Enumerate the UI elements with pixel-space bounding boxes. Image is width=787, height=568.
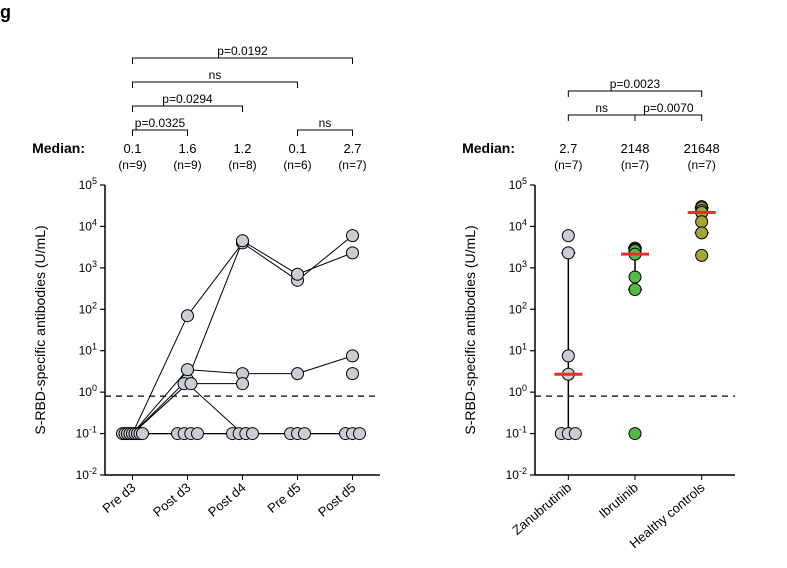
svg-text:100: 100: [509, 383, 527, 399]
svg-text:(n=7): (n=7): [687, 158, 715, 172]
svg-text:(n=7): (n=7): [554, 158, 582, 172]
svg-text:2.7: 2.7: [343, 141, 361, 156]
left-panel: 10-2 10-1 100 101 102 103 104 105 S-RBD-specific…: [32, 44, 380, 520]
svg-text:p=0.0192: p=0.0192: [217, 44, 268, 58]
svg-text:(n=9): (n=9): [118, 158, 146, 172]
svg-text:p=0.0325: p=0.0325: [135, 116, 186, 130]
svg-text:Pre d5: Pre d5: [264, 480, 303, 516]
svg-text:(n=7): (n=7): [338, 158, 366, 172]
svg-text:p=0.0070: p=0.0070: [643, 101, 694, 115]
panel-tag: g: [0, 2, 11, 23]
svg-text:10-2: 10-2: [506, 466, 527, 482]
right-panel: 10-2 10-1 100 101 102 103 104 105 S-RBD-specific…: [462, 77, 735, 551]
svg-text:101: 101: [79, 342, 97, 358]
svg-text:103: 103: [79, 259, 97, 275]
svg-text:101: 101: [509, 342, 527, 358]
charts-svg: 10-2 10-1 100 101 102 103 104 105 S-RBD-specific…: [0, 0, 787, 568]
svg-text:(n=7): (n=7): [621, 158, 649, 172]
svg-text:Median:: Median:: [462, 140, 515, 156]
svg-text:105: 105: [509, 176, 527, 192]
svg-text:0.1: 0.1: [288, 141, 306, 156]
svg-text:10-1: 10-1: [76, 425, 97, 441]
svg-text:Median:: Median:: [32, 140, 85, 156]
svg-text:ns: ns: [595, 101, 608, 115]
svg-text:100: 100: [79, 383, 97, 399]
svg-text:1.2: 1.2: [233, 141, 251, 156]
svg-text:105: 105: [79, 176, 97, 192]
svg-text:(n=9): (n=9): [173, 158, 201, 172]
svg-text:Pre d3: Pre d3: [99, 480, 138, 516]
svg-text:104: 104: [79, 217, 97, 233]
svg-text:2148: 2148: [621, 141, 650, 156]
svg-text:Post d3: Post d3: [150, 480, 193, 520]
svg-text:Zanubrutinib: Zanubrutinib: [509, 480, 574, 538]
svg-text:ns: ns: [319, 116, 332, 130]
svg-text:p=0.0294: p=0.0294: [162, 92, 213, 106]
svg-text:Post d5: Post d5: [315, 480, 358, 520]
svg-text:(n=6): (n=6): [283, 158, 311, 172]
svg-text:p=0.0023: p=0.0023: [610, 77, 661, 91]
svg-text:Ibrutinib: Ibrutinib: [596, 480, 641, 521]
svg-text:(n=8): (n=8): [228, 158, 256, 172]
svg-text:S-RBD-specific antibodies (U/m: S-RBD-specific antibodies (U/mL): [32, 225, 48, 434]
svg-text:10-1: 10-1: [506, 425, 527, 441]
svg-text:Post d4: Post d4: [205, 480, 248, 520]
svg-text:2.7: 2.7: [559, 141, 577, 156]
svg-text:21648: 21648: [684, 141, 720, 156]
svg-text:ns: ns: [209, 68, 222, 82]
svg-text:103: 103: [509, 259, 527, 275]
svg-text:102: 102: [79, 300, 97, 316]
svg-text:104: 104: [509, 217, 527, 233]
svg-text:102: 102: [509, 300, 527, 316]
svg-text:0.1: 0.1: [123, 141, 141, 156]
svg-text:1.6: 1.6: [178, 141, 196, 156]
svg-text:S-RBD-specific antibodies (U/m: S-RBD-specific antibodies (U/mL): [462, 225, 478, 434]
svg-text:10-2: 10-2: [76, 466, 97, 482]
